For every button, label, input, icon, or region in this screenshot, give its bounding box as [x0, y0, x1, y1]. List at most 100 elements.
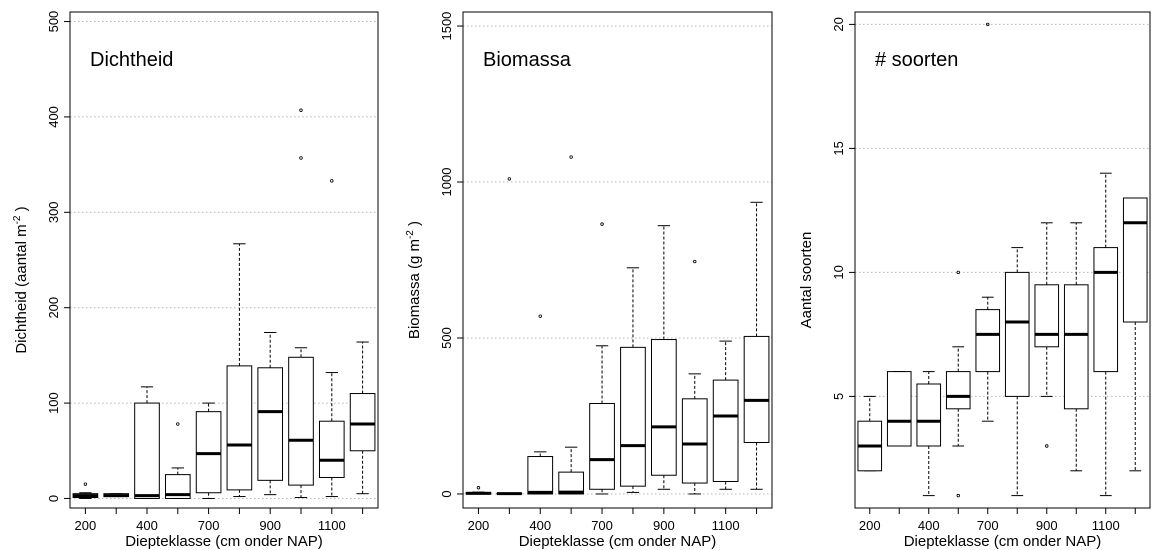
box-iqr — [620, 346, 646, 487]
box-1000 — [681, 259, 708, 495]
y-tick-label: 15 — [831, 141, 846, 155]
y-tick-label: 300 — [46, 201, 61, 223]
y-tick-label: 500 — [46, 11, 61, 33]
x-tick-label: 900 — [653, 518, 675, 533]
box-iqr — [712, 379, 739, 482]
chart-panel-2: 0 500 1000 1500 200 400 700 900 1100Diepteklasse… — [405, 11, 773, 550]
box-iqr — [349, 393, 376, 452]
box-iqr — [1034, 284, 1060, 348]
outlier-point — [299, 108, 303, 112]
box-iqr — [916, 383, 942, 447]
x-tick-label: 200 — [859, 518, 881, 533]
plot-frame — [854, 11, 1151, 509]
box-iqr — [681, 398, 708, 484]
box-iqr — [1122, 197, 1148, 323]
y-tick-label: 200 — [46, 297, 61, 319]
box-1100 — [712, 340, 739, 490]
box-iqr — [650, 339, 677, 476]
y-tick-label: 1500 — [439, 12, 454, 41]
box-iqr — [589, 402, 615, 490]
y-tick-label: 20 — [831, 17, 846, 31]
panel-title: Dichtheid — [90, 49, 173, 71]
outlier-point — [569, 155, 573, 159]
x-tick-label: 700 — [977, 518, 999, 533]
box-1200 — [1122, 197, 1148, 472]
box-iqr — [1093, 247, 1119, 373]
y-tick-label: 100 — [46, 392, 61, 414]
panel-title: Biomassa — [483, 49, 572, 71]
outlier-point — [600, 222, 604, 226]
y-tick-label: 400 — [46, 106, 61, 128]
y-tick-label: 0 — [439, 490, 454, 497]
outlier-point — [956, 493, 960, 498]
y-axis-title-main: Dichtheid (aantal m — [13, 224, 30, 353]
outlier-point — [330, 179, 334, 183]
box-1000 — [288, 108, 314, 499]
box-200 — [857, 395, 883, 472]
panel-title: # soorten — [875, 49, 958, 71]
outlier-point — [83, 482, 88, 486]
outlier-point — [986, 22, 990, 27]
box-iqr — [743, 335, 770, 443]
box-iqr — [257, 367, 284, 481]
outlier-point — [693, 259, 697, 264]
box-iqr — [288, 356, 314, 486]
x-axis-title: Diepteklasse (cm onder NAP) — [125, 533, 323, 550]
y-tick-label: 0 — [46, 495, 61, 502]
y-axis-title-main: Aantal soorten — [798, 232, 815, 329]
outlier-point — [1045, 444, 1049, 448]
box-iqr — [945, 371, 971, 410]
box-400 — [916, 371, 942, 497]
x-tick-label: 1100 — [712, 518, 740, 533]
y-tick-label: 10 — [831, 265, 846, 279]
x-tick-label: 900 — [1036, 518, 1058, 533]
box-500 — [164, 422, 191, 499]
box-800 — [226, 243, 253, 498]
box-700 — [975, 22, 1001, 422]
y-axis-title: Biomassa (g m-2 ) — [405, 221, 423, 339]
y-axis-title-close: ) — [406, 221, 423, 230]
outlier-point — [176, 422, 180, 426]
box-1200 — [349, 341, 376, 495]
box-iqr — [975, 309, 1001, 373]
x-tick-label: 400 — [529, 518, 551, 533]
y-tick-label: 5 — [831, 393, 846, 400]
outlier-point — [476, 486, 481, 490]
box-1100 — [1093, 172, 1119, 497]
y-axis-title-superscript: -2 — [12, 215, 23, 224]
box-900 — [257, 331, 284, 496]
x-tick-label: 700 — [198, 518, 220, 533]
outlier-point — [507, 177, 512, 181]
y-axis-title: Aantal soorten — [798, 232, 815, 329]
box-1000 — [1063, 222, 1089, 472]
box-iqr — [1063, 284, 1089, 410]
box-300 — [886, 371, 912, 447]
x-tick-label: 200 — [75, 518, 97, 533]
box-iqr — [886, 371, 912, 447]
box-1200 — [743, 201, 770, 490]
box-500 — [558, 155, 585, 495]
x-tick-label: 400 — [136, 518, 158, 533]
y-axis-title-close: ) — [13, 206, 30, 215]
box-iqr — [527, 456, 554, 495]
plot-frame — [462, 11, 773, 509]
outlier-point — [956, 270, 960, 275]
y-tick-label: 500 — [439, 327, 454, 349]
x-axis-title: Diepteklasse (cm onder NAP) — [904, 533, 1102, 550]
box-iqr — [318, 420, 345, 478]
plot-frame — [69, 11, 379, 509]
y-axis-title-superscript: -2 — [405, 230, 416, 239]
box-iqr — [558, 471, 585, 495]
box-200 — [72, 482, 99, 499]
x-tick-label: 200 — [468, 518, 490, 533]
box-500 — [945, 270, 971, 498]
box-800 — [1004, 247, 1030, 497]
chart-panel-1: 0 100 200 300 400 500 200 400 700 900 1100Dieptekl… — [12, 11, 379, 550]
box-900 — [1034, 222, 1060, 448]
box-900 — [650, 225, 677, 490]
y-axis-title-main: Biomassa (g m — [406, 239, 423, 339]
y-axis-title: Dichtheid (aantal m-2 ) — [12, 206, 30, 353]
box-iqr — [134, 402, 160, 499]
outlier-point — [299, 156, 303, 160]
